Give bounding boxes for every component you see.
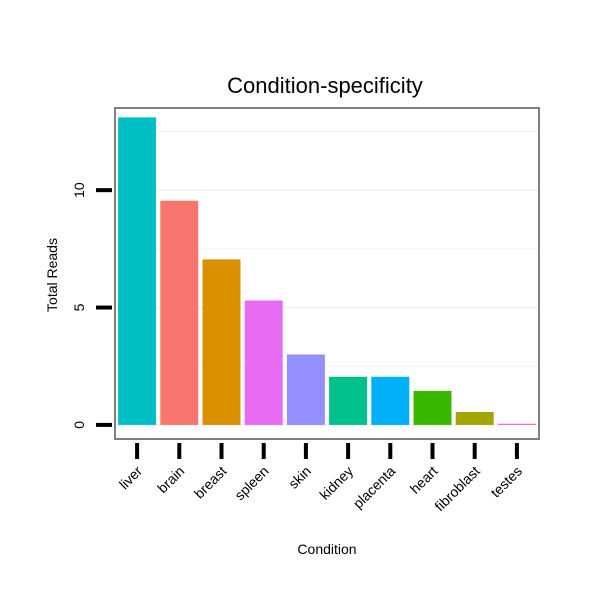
x-axis-label: Condition <box>297 541 356 557</box>
x-tick-label: placenta <box>350 463 399 512</box>
x-tick-label: testes <box>487 463 525 501</box>
y-axis-label: Total Reads <box>44 238 60 312</box>
x-tick-label: fibroblast <box>431 463 483 515</box>
bar-liver <box>118 117 157 425</box>
bars <box>118 117 536 425</box>
x-tick-label: kidney <box>316 463 356 503</box>
plot-panel-border <box>114 107 540 440</box>
bar-heart <box>413 390 452 425</box>
bar-testes <box>497 423 536 425</box>
bar-skin <box>286 354 325 425</box>
y-tick-label: 5 <box>71 303 87 311</box>
chart-title: Condition-specificity <box>227 73 423 98</box>
x-tick-label: spleen <box>231 463 271 503</box>
y-axis-ticks: 0 5 10 <box>71 182 112 429</box>
x-tick-label: skin <box>285 463 314 492</box>
x-tick-label: heart <box>407 463 441 497</box>
bar-breast <box>202 259 241 425</box>
bar-kidney <box>329 376 368 425</box>
bar-placenta <box>371 376 410 425</box>
x-tick-label: brain <box>154 463 187 496</box>
y-tick-label: 0 <box>71 421 87 429</box>
bar-spleen <box>244 300 283 425</box>
y-tick-label: 10 <box>71 182 87 198</box>
x-tick-label: breast <box>191 463 230 502</box>
bar-brain <box>160 200 199 425</box>
x-tick-label: liver <box>116 463 146 493</box>
bar-fibroblast <box>455 412 494 425</box>
x-axis-ticks: liver brain breast spleen skin kidneyplacenta… <box>116 443 525 514</box>
